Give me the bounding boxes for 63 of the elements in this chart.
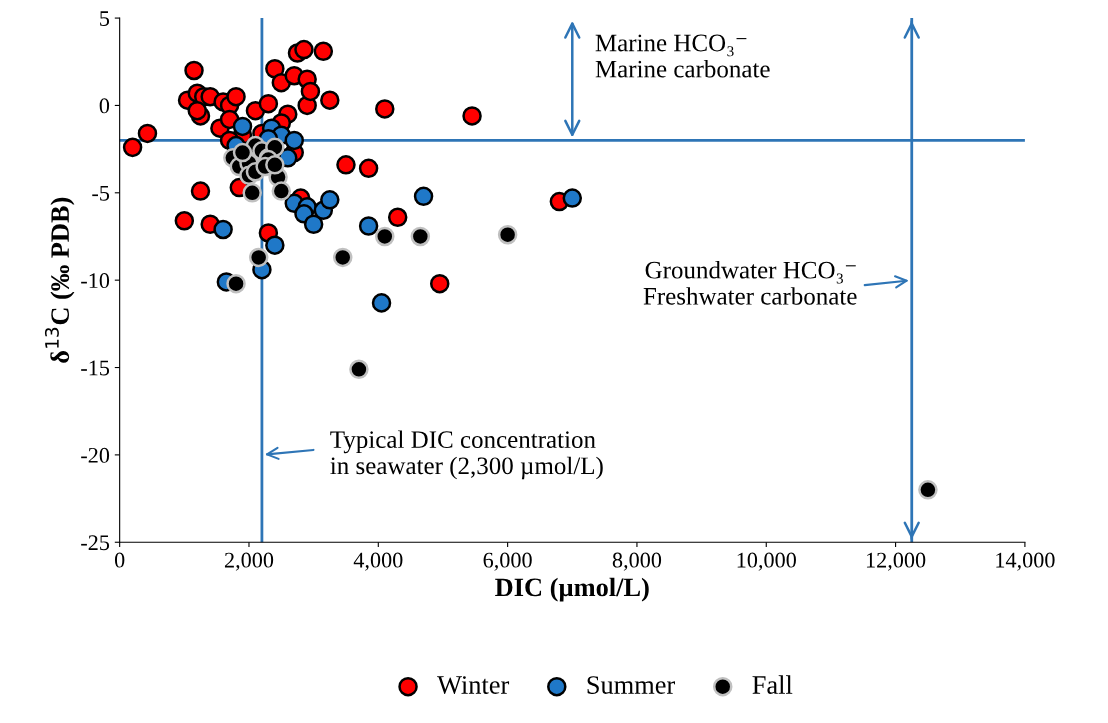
y-tick-label: -10 (81, 273, 110, 289)
y-tick-label: 0 (99, 98, 110, 114)
x-tick-label: 2,000 (224, 552, 274, 571)
point (174, 211, 195, 231)
annotation: Groundwater HCO₃⁻ Freshwater carbonate (643, 261, 857, 305)
point (248, 247, 269, 268)
y-tick-label: 5 (100, 11, 110, 26)
y-axis-title: δ$^{13}$C (‰ PDB) (44, 197, 75, 363)
x-tick-label: 0 (114, 552, 125, 568)
point (332, 247, 353, 268)
point (375, 99, 395, 119)
y-tick-label: -25 (81, 535, 110, 551)
point (387, 207, 408, 228)
x-tick-label: 10,000 (737, 552, 796, 571)
y-tick-label: -20 (81, 447, 110, 463)
point (232, 142, 253, 163)
point (320, 90, 340, 110)
y-tick-label: -15 (81, 360, 110, 376)
point (242, 183, 262, 203)
point (349, 359, 369, 380)
point (122, 137, 143, 158)
point (336, 155, 356, 175)
point (462, 106, 482, 126)
point (313, 41, 334, 62)
point (190, 181, 211, 201)
point (184, 60, 204, 81)
point (413, 186, 434, 207)
point (232, 116, 253, 137)
x-tick-label: 4,000 (353, 552, 403, 571)
point (358, 158, 379, 179)
point (410, 226, 431, 247)
point (371, 293, 392, 313)
point (213, 219, 233, 240)
point (258, 93, 279, 114)
legend-label: Summer (587, 676, 676, 694)
point (271, 181, 292, 201)
annotation: Typical DIC concentration in seawater (2,300 µmol/L) (330, 430, 603, 480)
point (497, 224, 518, 245)
point (375, 226, 395, 247)
point (303, 214, 324, 235)
point (320, 190, 340, 210)
point (226, 273, 246, 294)
x-tick-label: 14,000 (996, 552, 1055, 571)
annotation: Marine HCO₃⁻ Marine carbonate (595, 34, 770, 78)
legend-label: Winter (437, 676, 510, 695)
point (358, 216, 379, 236)
point (226, 86, 246, 107)
point (294, 39, 314, 60)
legend-label: Fall (752, 675, 793, 694)
x-axis-title: DIC (µmol/L) (495, 577, 649, 602)
point (265, 155, 285, 175)
point (300, 81, 321, 102)
point (562, 188, 583, 208)
x-tick-label: 6,000 (483, 552, 532, 571)
x-tick-label: 8,000 (612, 552, 662, 571)
x-tick-label: 12,000 (866, 552, 926, 571)
point (137, 123, 158, 144)
point (429, 273, 450, 294)
point (187, 100, 208, 121)
point (265, 235, 285, 255)
point (284, 130, 304, 151)
point (918, 480, 938, 500)
y-tick-label: -5 (92, 185, 110, 201)
